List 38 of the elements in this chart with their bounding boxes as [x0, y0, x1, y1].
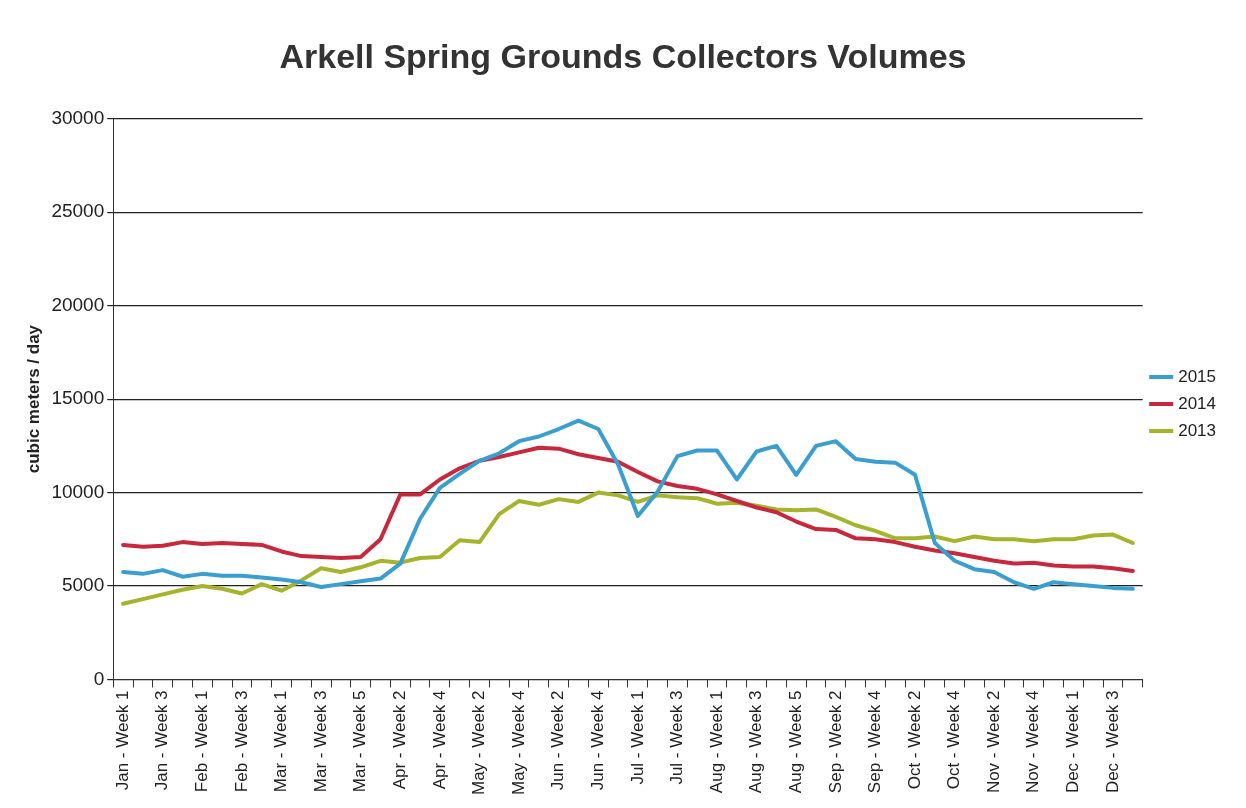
y-tick-label: 25000 [51, 200, 105, 222]
y-tick-label: 0 [93, 667, 105, 689]
x-tick-label: Dec - Week 3 [1102, 690, 1122, 794]
x-tick-label: Dec - Week 1 [1063, 690, 1083, 794]
legend-label: 2013 [1178, 420, 1217, 440]
x-tick-label: Nov - Week 4 [1023, 690, 1043, 794]
x-tick-label: Jun - Week 2 [548, 690, 568, 791]
x-tick-label: Mar - Week 5 [350, 690, 370, 793]
legend-label: 2014 [1178, 393, 1217, 413]
x-tick-label: Jan - Week 3 [152, 690, 172, 791]
y-tick-label: 15000 [51, 387, 105, 409]
x-tick-label: Aug - Week 3 [746, 690, 766, 794]
x-tick-label: Mar - Week 3 [310, 690, 330, 793]
x-tick-label: Feb - Week 1 [192, 690, 212, 793]
x-tick-label: Jul - Week 3 [667, 690, 687, 785]
x-tick-label: Aug - Week 1 [706, 690, 726, 794]
chart-title: Arkell Spring Grounds Collectors Volumes [279, 36, 967, 75]
x-tick-label: Oct - Week 2 [904, 690, 924, 790]
legend-label: 2015 [1178, 366, 1217, 386]
x-tick-label: Jan - Week 1 [112, 690, 132, 791]
y-tick-label: 10000 [51, 480, 105, 502]
x-tick-label: Sep - Week 4 [865, 690, 885, 794]
x-tick-label: Apr - Week 2 [389, 690, 409, 790]
y-axis-title: cubic meters / day [23, 324, 43, 474]
x-tick-label: Oct - Week 4 [944, 690, 964, 790]
x-tick-label: Sep - Week 2 [825, 690, 845, 794]
y-tick-label: 20000 [51, 293, 105, 315]
y-tick-label: 30000 [51, 107, 105, 129]
x-tick-label: May - Week 2 [469, 690, 489, 796]
x-tick-label: Nov - Week 2 [983, 690, 1003, 794]
x-tick-label: Feb - Week 3 [231, 690, 251, 793]
x-tick-label: Jul - Week 1 [627, 690, 647, 785]
x-tick-label: Aug - Week 5 [785, 690, 805, 794]
x-tick-label: Jun - Week 4 [587, 690, 607, 791]
x-tick-label: Apr - Week 4 [429, 690, 449, 790]
y-tick-label: 5000 [61, 574, 105, 596]
x-tick-label: May - Week 4 [508, 690, 528, 796]
x-tick-label: Mar - Week 1 [271, 690, 291, 793]
